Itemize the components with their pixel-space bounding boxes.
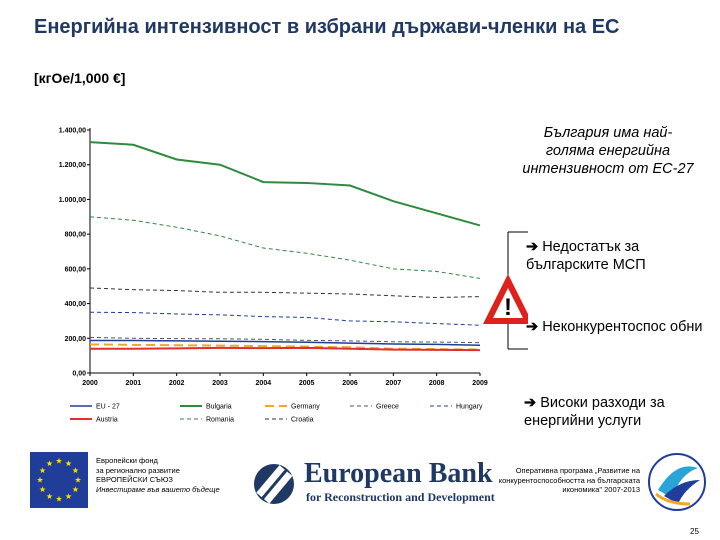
legend-label: Hungary bbox=[456, 404, 483, 411]
warning-exclamation-icon: ! bbox=[504, 294, 512, 321]
y-tick-label: 400,00 bbox=[65, 301, 87, 308]
legend-label: Austria bbox=[96, 417, 118, 424]
star-icon bbox=[55, 495, 63, 502]
star-icon bbox=[36, 476, 44, 483]
x-tick-label: 2001 bbox=[126, 380, 142, 387]
x-tick-label: 2009 bbox=[472, 380, 488, 387]
legend-label: EU - 27 bbox=[96, 404, 120, 411]
page-subtitle: [кгОе/1,000 €] bbox=[34, 70, 126, 86]
arrow-icon: ➔ bbox=[524, 395, 537, 411]
bank-name: European Bank bbox=[304, 458, 493, 489]
star-icon bbox=[39, 486, 46, 493]
star-icon bbox=[55, 457, 63, 464]
warning-triangle-inner bbox=[493, 288, 523, 318]
y-tick-label: 200,00 bbox=[65, 336, 87, 343]
legend-label: Germany bbox=[291, 404, 320, 411]
x-tick-label: 2006 bbox=[342, 380, 358, 387]
fund-line-2: за регионално развитие bbox=[96, 465, 180, 475]
point-3: ➔ Високи разходи за енергийни услуги bbox=[524, 394, 704, 430]
x-tick-label: 2008 bbox=[429, 380, 445, 387]
series-line-0 bbox=[90, 339, 481, 346]
chart-ticks: 0,00 200,00 400,00 600,00 800,00 1.000,00 1.20… bbox=[59, 128, 488, 388]
x-tick-label: 2007 bbox=[386, 380, 402, 387]
star-icon bbox=[46, 460, 53, 467]
x-tick-label: 2003 bbox=[212, 380, 228, 387]
main-statement: България има най-голяма енергийна интенз… bbox=[522, 125, 694, 177]
erdf-text: Европейски фонд за регионално развитие Е… bbox=[96, 456, 236, 494]
fund-line-3: ЕВРОПЕЙСКИ СЪЮЗ bbox=[96, 475, 173, 484]
point-2: ➔ Неконкурентоспос обни bbox=[526, 318, 706, 336]
y-tick-label: 1.200,00 bbox=[59, 162, 86, 169]
page-title: Енергийна интензивност в избрани държави… bbox=[34, 16, 620, 38]
x-tick-label: 2000 bbox=[82, 380, 98, 387]
arrow-icon: ➔ bbox=[526, 319, 539, 335]
x-tick-label: 2002 bbox=[169, 380, 185, 387]
slogan: Инвестираме във вашето бъдеще bbox=[96, 484, 220, 494]
x-tick-label: 2004 bbox=[256, 380, 272, 387]
y-tick-label: 1.400,00 bbox=[59, 128, 86, 135]
chart-legend: EU - 27 Bulgaria Germany Greece Hungary Austr… bbox=[70, 404, 483, 424]
series-line-7 bbox=[89, 287, 481, 298]
x-tick-label: 2005 bbox=[299, 380, 315, 387]
series-line-1 bbox=[89, 141, 481, 227]
y-tick-label: 800,00 bbox=[65, 232, 87, 239]
star-icon bbox=[65, 493, 72, 500]
point-text: Неконкурентоспос обни bbox=[542, 319, 703, 335]
star-icon bbox=[39, 467, 46, 474]
star-icon bbox=[74, 476, 82, 483]
operational-programme-logo-icon bbox=[648, 453, 706, 511]
star-icon bbox=[46, 493, 53, 500]
program-text: Оперативна програма „Развитие на конкуре… bbox=[498, 466, 640, 494]
page-number: 25 bbox=[690, 527, 699, 536]
chart-axes bbox=[89, 128, 480, 374]
point-1: ➔ Недостатък за българските МСП bbox=[526, 238, 706, 274]
arrow-icon: ➔ bbox=[526, 239, 539, 255]
bank-subtitle: for Reconstruction and Development bbox=[306, 490, 495, 504]
energy-intensity-chart: 0,00 200,00 400,00 600,00 800,00 1.000,00 1.20… bbox=[59, 128, 488, 424]
y-tick-label: 600,00 bbox=[65, 266, 87, 273]
ebrd-logo-icon bbox=[254, 464, 294, 504]
legend-label: Greece bbox=[376, 404, 399, 411]
fund-line-1: Европейски фонд bbox=[96, 456, 158, 465]
series-line-4 bbox=[89, 311, 481, 326]
point-text: Високи разходи за енергийни услуги bbox=[524, 395, 665, 429]
star-icon bbox=[72, 467, 79, 474]
point-text: Недостатък за българските МСП bbox=[526, 239, 646, 273]
chart-lines bbox=[89, 141, 481, 352]
series-line-6 bbox=[89, 216, 481, 279]
star-icon bbox=[65, 460, 72, 467]
warning-sign: ! bbox=[483, 231, 528, 350]
legend-label: Bulgaria bbox=[206, 404, 232, 411]
eu-stars bbox=[36, 457, 82, 502]
star-icon bbox=[72, 486, 79, 493]
series-line-3 bbox=[89, 336, 481, 344]
legend-label: Croatia bbox=[291, 417, 314, 424]
legend-label: Romania bbox=[206, 417, 234, 424]
eu-flag-icon bbox=[30, 452, 88, 508]
y-tick-label: 0,00 bbox=[72, 371, 86, 378]
series-line-5 bbox=[90, 346, 481, 352]
y-tick-label: 1.000,00 bbox=[59, 197, 86, 204]
